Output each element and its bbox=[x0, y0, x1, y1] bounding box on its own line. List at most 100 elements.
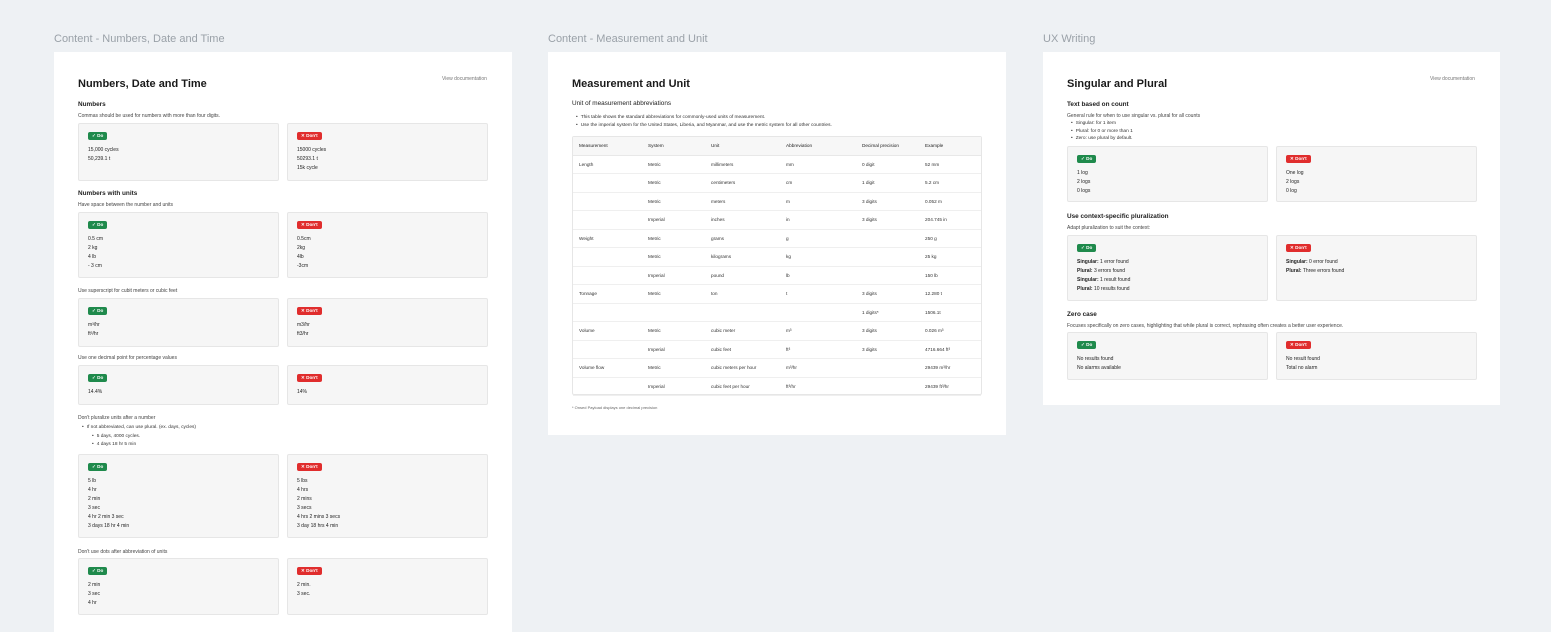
bullet: Use the imperial system for the United S… bbox=[576, 122, 832, 130]
dont-lines: 2 min. 3 sec. bbox=[297, 582, 311, 597]
table-cell bbox=[573, 247, 642, 267]
table-cell: Tonnage bbox=[573, 284, 642, 304]
table-cell: 204.745 in bbox=[919, 210, 981, 230]
do-example: ✓ Do 15,000 cycles 50,239.1 t bbox=[78, 123, 279, 181]
section-desc: Don't use dots after abbreviation of uni… bbox=[78, 549, 168, 555]
do-lines: No results found No alarms available bbox=[1077, 356, 1121, 371]
table-row: Imperial inches in 3 digits 204.745 in bbox=[573, 210, 981, 230]
do-badge: ✓ Do bbox=[88, 463, 108, 471]
do-badge: ✓ Do bbox=[1077, 244, 1097, 252]
dont-example: ✕ Don't m3/hr ft3/hr bbox=[287, 298, 488, 347]
do-lines: 1 log 2 logs 0 logs bbox=[1077, 170, 1091, 194]
dont-lines: Singular: 0 error found Plural: Three er… bbox=[1286, 259, 1345, 274]
bullet: Zero: use plural by default. bbox=[1071, 135, 1133, 143]
table-cell bbox=[573, 377, 642, 396]
dont-lines: One log 2 logs 0 log bbox=[1286, 170, 1304, 194]
dont-badge: ✕ Don't bbox=[297, 221, 322, 229]
table-cell: Weight bbox=[573, 229, 642, 248]
table-cell bbox=[573, 210, 642, 230]
bullet: Plural: for 0 or more than 1 bbox=[1071, 128, 1133, 136]
table-cell: Metric bbox=[642, 358, 705, 378]
table-cell: kilograms bbox=[705, 247, 780, 267]
table-cell: 3 digits bbox=[856, 192, 919, 211]
table-cell bbox=[856, 266, 919, 285]
table-cell: t bbox=[780, 284, 856, 304]
do-badge: ✓ Do bbox=[88, 567, 108, 575]
table-cell: 0.052 m bbox=[919, 192, 981, 211]
do-lines: m³/hr ft³/hr bbox=[88, 322, 100, 337]
table-cell: m³ bbox=[780, 321, 856, 341]
table-row: Imperial cubic feet ft³ 3 digits 4716.664 ft… bbox=[573, 340, 981, 359]
dont-example: ✕ Don't 15000 cycles 50293.1 t 15k cycle bbox=[287, 123, 488, 181]
table-cell: Volume flow bbox=[573, 358, 642, 378]
table-cell: millimeters bbox=[705, 155, 780, 174]
do-lines: 15,000 cycles 50,239.1 t bbox=[88, 147, 119, 162]
table-row: Metric meters m 3 digits 0.052 m bbox=[573, 192, 981, 211]
dont-lines: 15000 cycles 50293.1 t 15k cycle bbox=[297, 147, 327, 171]
section-heading: Numbers bbox=[78, 101, 106, 108]
dont-example: ✕ Don't 0.5cm 2kg 4lb -3cm bbox=[287, 212, 488, 278]
view-documentation-link[interactable]: View documentation bbox=[1430, 76, 1475, 82]
do-example: ✓ Do No results found No alarms availabl… bbox=[1067, 332, 1268, 380]
section-desc: Adapt pluralization to suit the context: bbox=[1067, 225, 1151, 231]
table-cell: 3 digits bbox=[856, 340, 919, 359]
do-lines: 5 lb 4 hr 2 min 3 sec 4 hr 2 min 3 sec 3… bbox=[88, 478, 130, 529]
bullet-list: Singular: for 1 item Plural: for 0 or mo… bbox=[1071, 120, 1133, 143]
do-example: ✓ Do 0.5 cm 2 kg 4 lb - 3 cm bbox=[78, 212, 279, 278]
table-cell bbox=[856, 358, 919, 378]
table-cell: Metric bbox=[642, 192, 705, 211]
table-cell: cubic meter bbox=[705, 321, 780, 341]
section-heading: Unit of measurement abbreviations bbox=[572, 100, 672, 107]
dont-badge: ✕ Don't bbox=[297, 132, 322, 140]
table-cell: cm bbox=[780, 173, 856, 193]
dont-badge: ✕ Don't bbox=[297, 463, 322, 471]
table-cell: Length bbox=[573, 155, 642, 174]
do-lines: 0.5 cm 2 kg 4 lb - 3 cm bbox=[88, 236, 104, 269]
do-example: ✓ Do 5 lb 4 hr 2 min 3 sec 4 hr 2 min 3 … bbox=[78, 454, 279, 538]
table-cell: grams bbox=[705, 229, 780, 248]
section-desc: Have space between the number and units bbox=[78, 202, 174, 208]
table-cell: cubic meters per hour bbox=[705, 358, 780, 378]
table-row: Metric centimeters cm 1 digit 5.2 cm bbox=[573, 173, 981, 193]
frame-label-measurement: Content - Measurement and Unit bbox=[548, 33, 708, 45]
column-header: Unit bbox=[705, 137, 780, 156]
table-cell: mm bbox=[780, 155, 856, 174]
table-cell bbox=[780, 303, 856, 322]
table-cell: 12.280 t bbox=[919, 284, 981, 304]
table-cell: 52 mm bbox=[919, 155, 981, 174]
table-cell: g bbox=[780, 229, 856, 248]
section-desc: Use one decimal point for percentage val… bbox=[78, 355, 177, 361]
do-example: ✓ Do m³/hr ft³/hr bbox=[78, 298, 279, 347]
dont-example: ✕ Don't No result found Total no alarm bbox=[1276, 332, 1477, 380]
bullet: This table shows the standard abbreviati… bbox=[576, 114, 832, 122]
do-badge: ✓ Do bbox=[88, 307, 108, 315]
page-title: Singular and Plural bbox=[1067, 78, 1168, 90]
bullet-list: This table shows the standard abbreviati… bbox=[576, 114, 832, 129]
page-title: Numbers, Date and Time bbox=[78, 78, 207, 90]
section-heading: Numbers with units bbox=[78, 190, 138, 197]
table-row: Metric kilograms kg 25 kg bbox=[573, 247, 981, 267]
view-documentation-link[interactable]: View documentation bbox=[442, 76, 487, 82]
table-cell: Imperial bbox=[642, 210, 705, 230]
table-cell: Metric bbox=[642, 321, 705, 341]
section-desc: General rule for when to use singular vs… bbox=[1067, 113, 1201, 119]
dont-lines: 14% bbox=[297, 389, 308, 395]
do-example: ✓ Do 2 min 3 sec 4 hr bbox=[78, 558, 279, 615]
table-cell bbox=[573, 340, 642, 359]
units-table: Measurement System Unit Abbreviation Dec… bbox=[572, 136, 982, 396]
do-lines: 14.4% bbox=[88, 389, 103, 395]
numbers-card: Numbers, Date and Time View documentatio… bbox=[54, 52, 512, 632]
dont-badge: ✕ Don't bbox=[1286, 155, 1311, 163]
do-badge: ✓ Do bbox=[1077, 341, 1097, 349]
table-row: Imperial pound lb 150 lb bbox=[573, 266, 981, 285]
table-cell: ft³ bbox=[780, 340, 856, 359]
table-cell bbox=[573, 266, 642, 285]
do-lines: Singular: 1 error found Plural: 3 errors… bbox=[1077, 259, 1131, 292]
table-cell: Imperial bbox=[642, 340, 705, 359]
table-cell: 250 g bbox=[919, 229, 981, 248]
frame-label-ux-writing: UX Writing bbox=[1043, 33, 1096, 45]
table-cell: 0.026 m³ bbox=[919, 321, 981, 341]
do-lines: 2 min 3 sec 4 hr bbox=[88, 582, 101, 606]
dont-lines: 0.5cm 2kg 4lb -3cm bbox=[297, 236, 311, 269]
do-badge: ✓ Do bbox=[88, 132, 108, 140]
